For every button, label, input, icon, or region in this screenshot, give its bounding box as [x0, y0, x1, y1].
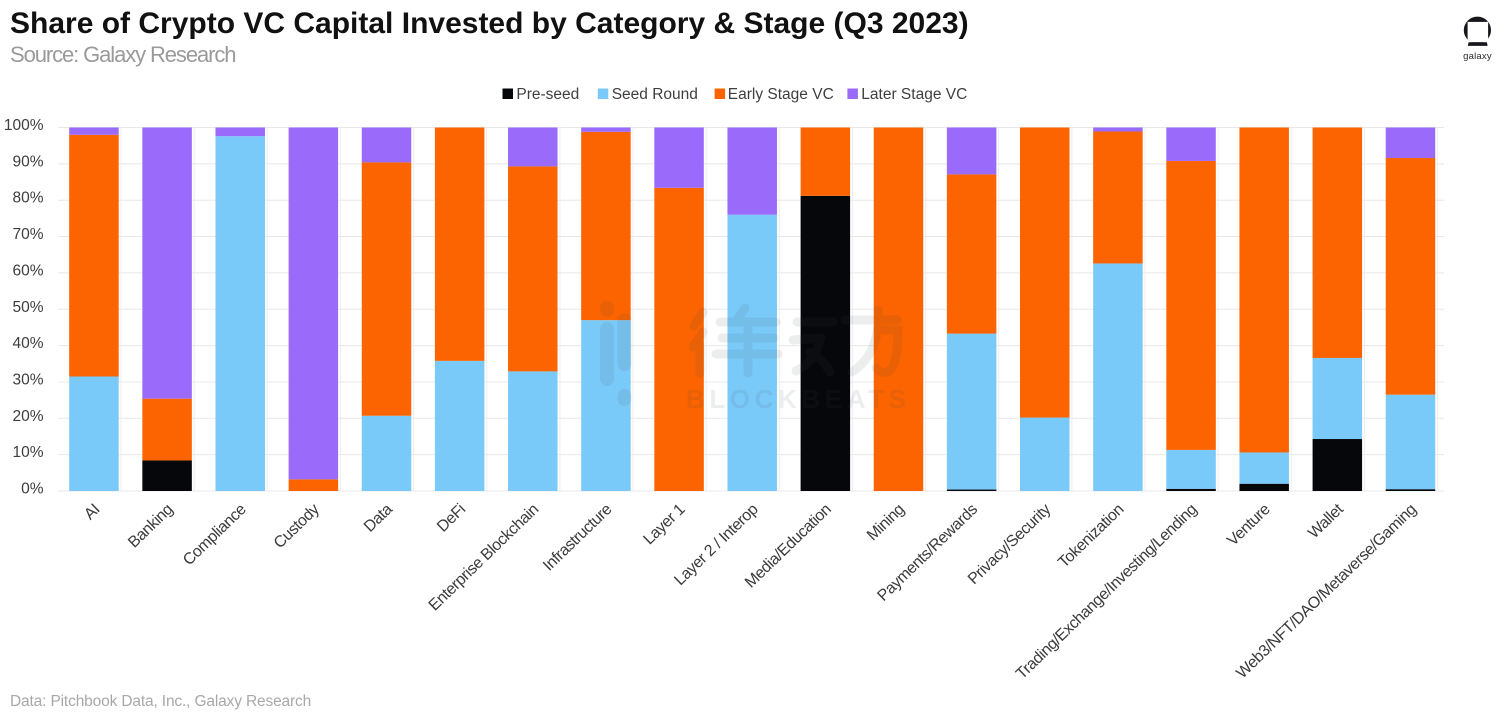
svg-text:0%: 0%	[21, 481, 44, 498]
svg-text:Seed Round: Seed Round	[612, 86, 698, 103]
svg-text:90%: 90%	[12, 153, 43, 170]
svg-text:10%: 10%	[12, 444, 43, 461]
svg-text:Share of Crypto VC Capital Inv: Share of Crypto VC Capital Invested by C…	[10, 7, 969, 40]
svg-text:Later Stage VC: Later Stage VC	[861, 86, 967, 103]
svg-text:100%: 100%	[4, 117, 44, 134]
svg-text:Source: Galaxy Research: Source: Galaxy Research	[10, 42, 235, 67]
svg-text:70%: 70%	[12, 226, 43, 243]
svg-text:60%: 60%	[12, 262, 43, 279]
svg-text:40%: 40%	[12, 335, 43, 352]
svg-text:20%: 20%	[12, 408, 43, 425]
svg-text:Data: Pitchbook Data, Inc., Ga: Data: Pitchbook Data, Inc., Galaxy Resea…	[10, 693, 311, 710]
svg-text:galaxy: galaxy	[1463, 51, 1492, 62]
svg-text:80%: 80%	[12, 190, 43, 207]
svg-text:50%: 50%	[12, 299, 43, 316]
svg-text:Early Stage VC: Early Stage VC	[728, 86, 834, 103]
svg-text:BLOCKBEATS: BLOCKBEATS	[686, 384, 911, 414]
svg-text:30%: 30%	[12, 371, 43, 388]
svg-text:Pre-seed: Pre-seed	[516, 86, 579, 103]
